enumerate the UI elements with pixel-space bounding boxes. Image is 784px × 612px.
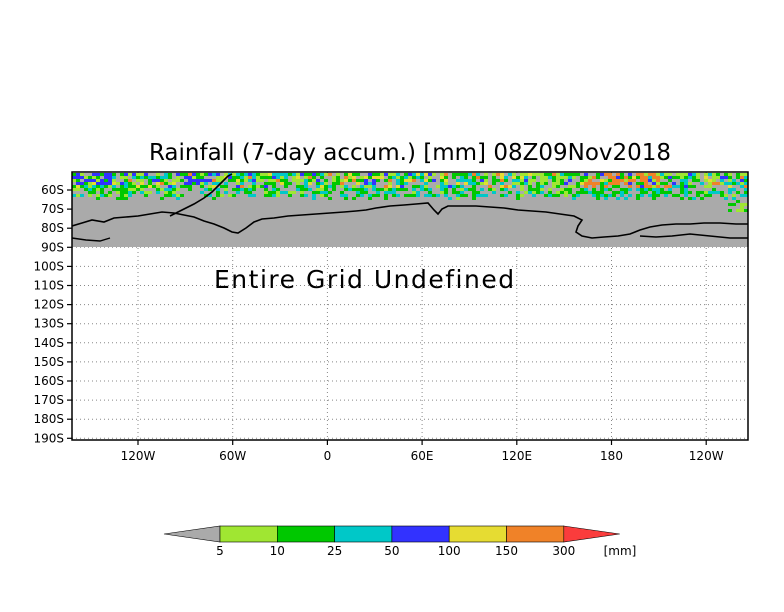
map-title: Rainfall (7-day accum.) [mm] 08Z09Nov201… — [149, 140, 671, 166]
colorbar-label: 100 — [438, 544, 461, 558]
lat-tick-label: 140S — [33, 336, 64, 350]
lon-tick-label: 120E — [502, 449, 533, 463]
antarctic-peninsula — [169, 173, 233, 217]
rainfall-field — [72, 173, 748, 212]
colorbar-label: 5 — [216, 544, 224, 558]
lat-tick-label: 90S — [41, 240, 64, 254]
coastline — [72, 202, 748, 239]
lat-tick-label: 120S — [33, 298, 64, 312]
lat-tick-label: 160S — [33, 374, 64, 388]
lon-tick-label: 60E — [411, 449, 434, 463]
colorbar-label: 150 — [495, 544, 518, 558]
undefined-grid-message: Entire Grid Undefined — [214, 265, 516, 294]
colorbar-swatch — [334, 525, 393, 543]
lat-tick-label: 110S — [33, 279, 64, 293]
colorbar-low-arrow — [163, 525, 221, 543]
colorbar-label: 10 — [270, 544, 285, 558]
latitude-axis: 60S 70S 80S 90S 100S 110S 120S 130S 140S 150S 160S… — [33, 183, 72, 445]
colorbar-swatch — [276, 525, 335, 543]
colorbar-swatch — [219, 525, 278, 543]
lat-tick-label: 60S — [41, 183, 64, 197]
lat-tick-label: 180S — [33, 412, 64, 426]
coastline-west — [72, 237, 111, 242]
colorbar-swatch — [506, 525, 565, 543]
lon-tick-label: 120W — [689, 449, 724, 463]
lat-tick-label: 100S — [33, 259, 64, 273]
colorbar-high-arrow — [563, 525, 620, 543]
lat-tick-label: 80S — [41, 221, 64, 235]
coastline-east — [639, 233, 748, 239]
lat-tick-label: 130S — [33, 317, 64, 331]
colorbar-label: 300 — [552, 544, 575, 558]
colorbar-label: 50 — [384, 544, 399, 558]
lon-tick-label: 0 — [324, 449, 332, 463]
colorbar-label: 25 — [327, 544, 342, 558]
colorbar-unit: [mm] — [604, 544, 637, 558]
lon-tick-label: 60W — [219, 449, 246, 463]
colorbar: 5 10 25 50 100 150 300 [mm] — [163, 525, 637, 558]
colorbar-swatch — [391, 525, 450, 543]
lon-tick-label: 120W — [121, 449, 156, 463]
lat-tick-label: 150S — [33, 355, 64, 369]
lat-tick-label: 170S — [33, 393, 64, 407]
plot-area — [72, 172, 748, 440]
longitude-axis: 120W 60W 0 60E 120E 180 120W — [121, 440, 724, 463]
lon-tick-label: 180 — [600, 449, 623, 463]
colorbar-swatch — [448, 525, 507, 543]
map-frame — [71, 171, 749, 441]
lat-tick-label: 70S — [41, 202, 64, 216]
lat-tick-label: 190S — [33, 431, 64, 445]
